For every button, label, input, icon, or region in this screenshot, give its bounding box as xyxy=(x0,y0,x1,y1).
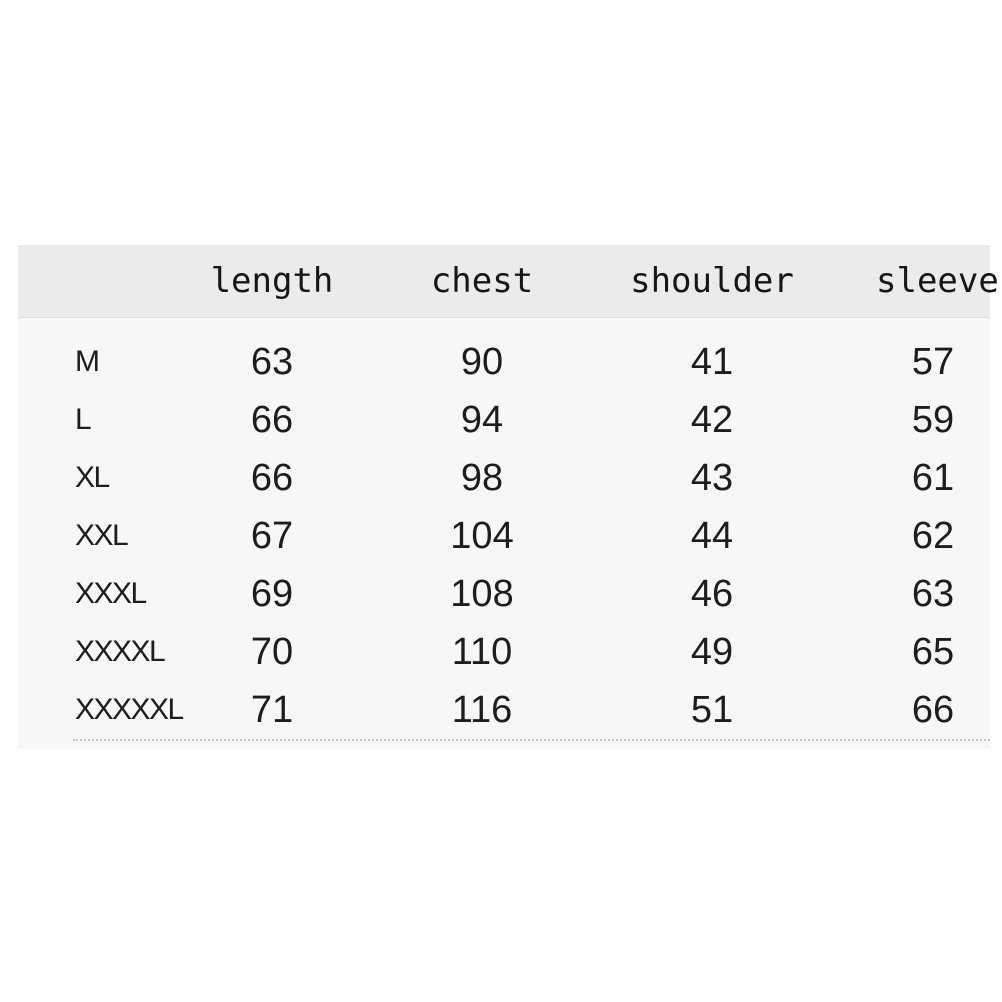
sleeve-value: 57 xyxy=(911,340,955,383)
sleeve-value: 65 xyxy=(911,630,955,673)
size-label: XXXXXL xyxy=(75,693,184,726)
table-row-xxxxl: XXXXL 70 110 49 65 xyxy=(18,623,990,681)
chest-value: 94 xyxy=(460,398,504,441)
chest-value: 90 xyxy=(460,340,504,383)
length-value: 69 xyxy=(250,572,294,615)
table-bottom-divider xyxy=(73,739,990,741)
header-length: length xyxy=(210,261,334,301)
table-row-m: M 63 90 41 57 xyxy=(18,333,990,391)
length-value: 70 xyxy=(250,630,294,673)
size-chart-table: length chest shoulder sleeve M 63 90 41 … xyxy=(18,245,999,749)
shoulder-value: 43 xyxy=(690,456,734,499)
length-value: 63 xyxy=(250,340,294,383)
header-shoulder: shoulder xyxy=(630,261,794,301)
shoulder-value: 42 xyxy=(690,398,734,441)
table-row-xxl: XXL 67 104 44 62 xyxy=(18,507,990,565)
table-header-row: length chest shoulder sleeve xyxy=(18,245,999,318)
sleeve-value: 61 xyxy=(911,456,955,499)
sleeve-value: 62 xyxy=(911,514,955,557)
shoulder-value: 44 xyxy=(690,514,734,557)
chest-value: 98 xyxy=(460,456,504,499)
length-value: 66 xyxy=(250,398,294,441)
length-value: 71 xyxy=(250,688,294,731)
table-body: M 63 90 41 57 L 66 94 42 59 XL 66 98 43 … xyxy=(18,318,990,749)
length-value: 66 xyxy=(250,456,294,499)
size-label: XXL xyxy=(75,519,129,552)
size-label: L xyxy=(75,403,92,436)
chest-value: 108 xyxy=(450,572,514,615)
header-sleeve: sleeve xyxy=(876,261,999,301)
table-row-xxxxxl: XXXXXL 71 116 51 66 xyxy=(18,681,990,739)
table-row-l: L 66 94 42 59 xyxy=(18,391,990,449)
chest-value: 116 xyxy=(451,688,513,731)
sleeve-value: 59 xyxy=(911,398,955,441)
shoulder-value: 41 xyxy=(690,340,734,383)
header-chest: chest xyxy=(430,261,534,301)
length-value: 67 xyxy=(250,514,294,557)
chest-value: 104 xyxy=(450,514,514,557)
sleeve-value: 66 xyxy=(911,688,955,731)
size-label: XXXL xyxy=(75,577,147,610)
size-label: XXXXL xyxy=(75,635,166,668)
shoulder-value: 46 xyxy=(690,572,734,615)
shoulder-value: 49 xyxy=(690,630,734,673)
size-label: XL xyxy=(75,461,110,494)
shoulder-value: 51 xyxy=(690,688,734,731)
table-row-xxxl: XXXL 69 108 46 63 xyxy=(18,565,990,623)
table-row-xl: XL 66 98 43 61 xyxy=(18,449,990,507)
size-label: M xyxy=(75,345,100,378)
sleeve-value: 63 xyxy=(911,572,955,615)
chest-value: 110 xyxy=(451,630,513,673)
